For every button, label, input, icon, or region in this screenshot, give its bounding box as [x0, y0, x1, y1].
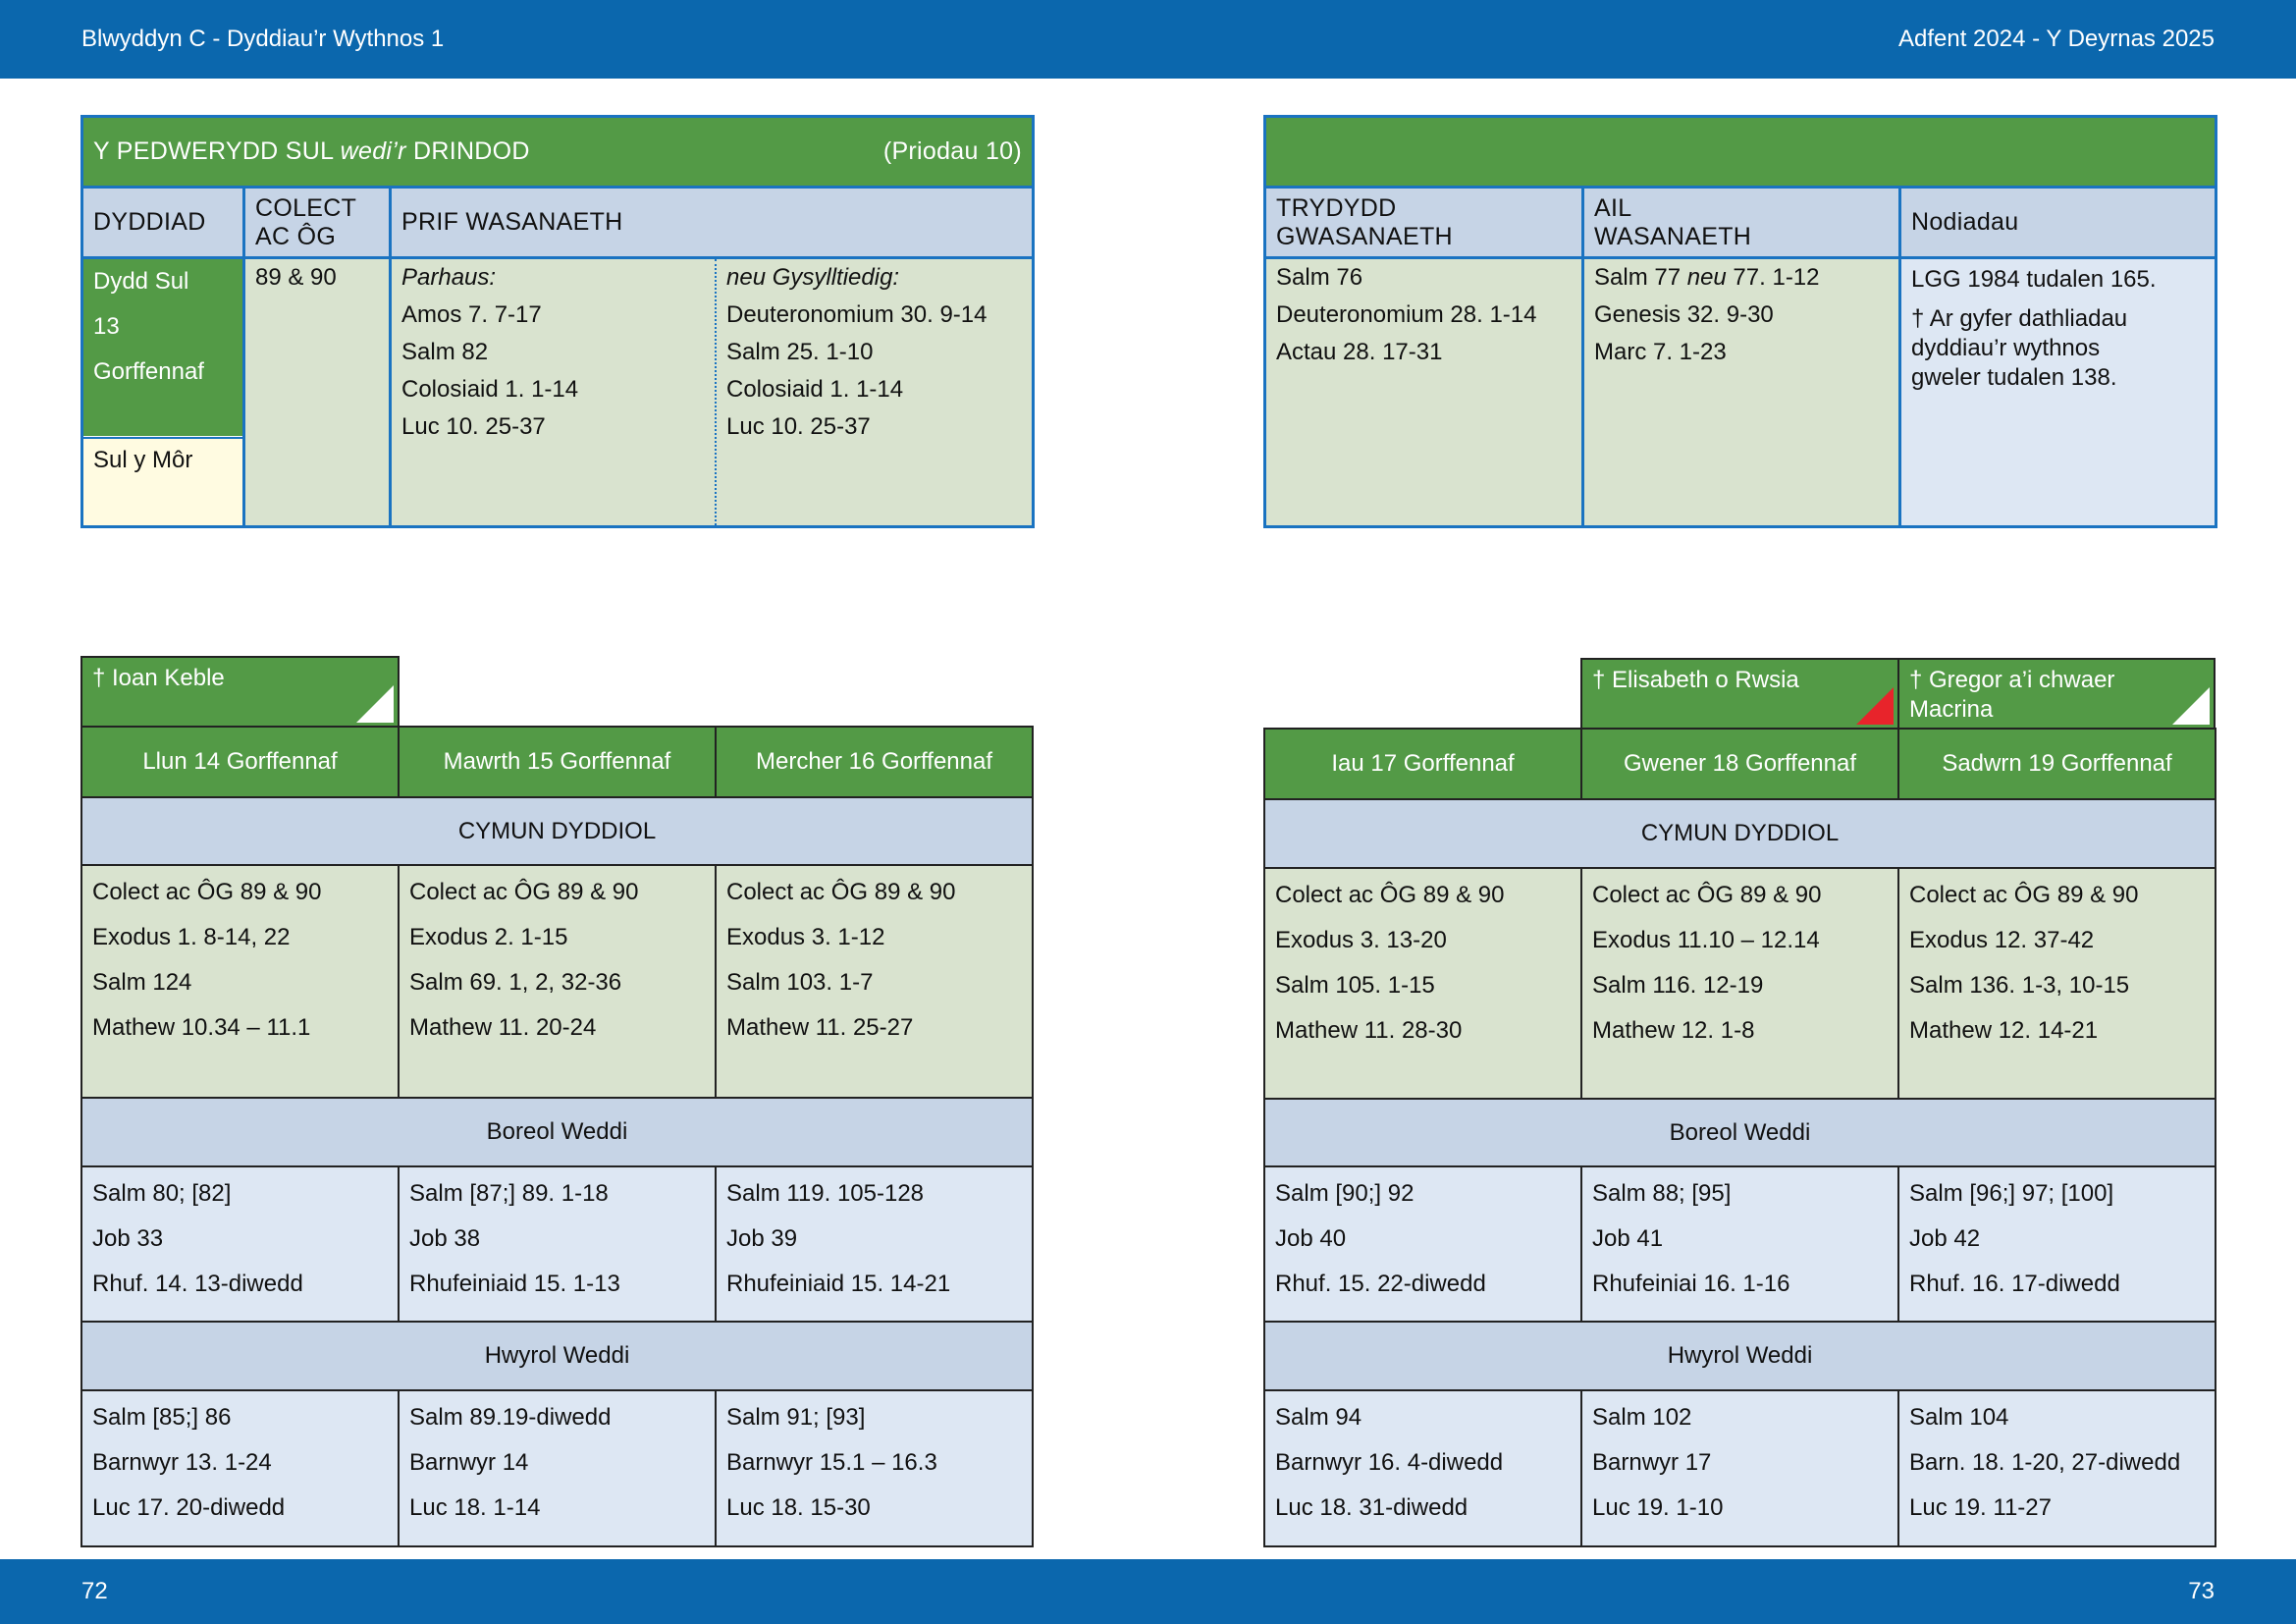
eucharist-readings-tuesday: Colect ac ÔG 89 & 90 Exodus 2. 1-15 Salm 6…	[400, 866, 717, 1099]
eucharist-readings-saturday: Colect ac ÔG 89 & 90 Exodus 12. 37-42 Salm…	[1899, 869, 2215, 1100]
eucharist-readings-monday: Colect ac ÔG 89 & 90 Exodus 1. 8-14, 22 Sa…	[82, 866, 400, 1099]
col-header-collect: COLECT AC ÔG	[245, 189, 389, 256]
section-morning-prayer: Boreol Weddi	[82, 1099, 1032, 1167]
commemoration-marker-icon	[2172, 687, 2210, 725]
page-number-right: 73	[2188, 1578, 2215, 1604]
morning-readings-thursday: Salm [90;] 92 Job 40 Rhuf. 15. 22-diwedd	[1265, 1167, 1582, 1323]
eucharist-readings-wednesday: Colect ac ÔG 89 & 90 Exodus 3. 1-12 Salm 1…	[717, 866, 1032, 1099]
col-header-second-service: AIL WASANAETH	[1584, 189, 1898, 256]
notes-cell: LGG 1984 tudalen 165. † Ar gyfer dathlia…	[1901, 259, 2215, 525]
commemoration-tab-elisabeth: † Elisabeth o Rwsia	[1580, 658, 1899, 729]
day-header-wednesday: Mercher 16 Gorffennaf	[717, 728, 1032, 798]
evening-readings-wednesday: Salm 91; [93] Barnwyr 15.1 – 16.3 Luc 18. …	[717, 1391, 1032, 1545]
section-evening-prayer: Hwyrol Weddi	[1265, 1323, 2215, 1391]
sunday-collect-cell: 89 & 90	[245, 259, 389, 525]
evening-readings-friday: Salm 102 Barnwyr 17 Luc 19. 1-10	[1582, 1391, 1899, 1545]
page-footer: 72 73	[0, 1559, 2296, 1624]
commemoration-marker-icon	[356, 685, 394, 723]
page-number-left: 72	[81, 1578, 108, 1604]
morning-readings-tuesday: Salm [87;] 89. 1-18 Job 38 Rhufeiniaid 15.…	[400, 1167, 717, 1323]
main-continuous-readings: Parhaus: Amos 7. 7-17 Salm 82 Colosiaid …	[392, 259, 715, 525]
day-header-tuesday: Mawrth 15 Gorffennaf	[400, 728, 717, 798]
second-service-readings: Salm 77 neu 77. 1-12 Genesis 32. 9-30 Ma…	[1584, 259, 1898, 525]
morning-readings-saturday: Salm [96;] 97; [100] Job 42 Rhuf. 16. 17-d…	[1899, 1167, 2215, 1323]
evening-readings-thursday: Salm 94 Barnwyr 16. 4-diwedd Luc 18. 31-di…	[1265, 1391, 1582, 1545]
commemoration-marker-icon	[1856, 687, 1894, 725]
header-left-title: Blwyddyn C - Dyddiau’r Wythnos 1	[81, 26, 445, 52]
sunday-name-cell: Sul y Môr	[83, 437, 242, 525]
evening-readings-tuesday: Salm 89.19-diwedd Barnwyr 14 Luc 18. 1-14	[400, 1391, 717, 1545]
eucharist-readings-thursday: Colect ac ÔG 89 & 90 Exodus 3. 13-20 Salm …	[1265, 869, 1582, 1100]
section-evening-prayer: Hwyrol Weddi	[82, 1323, 1032, 1391]
third-service-readings: Salm 76 Deuteronomium 28. 1-14 Actau 28.…	[1266, 259, 1581, 525]
day-header-thursday: Iau 17 Gorffennaf	[1265, 730, 1582, 800]
commemoration-tab-gregor-macrina: † Gregor a’i chwaer Macrina	[1897, 658, 2216, 729]
sunday-proper-ref: (Priodau 10)	[882, 137, 1022, 165]
sunday-date-cell: Dydd Sul 13 Gorffennaf	[83, 259, 242, 436]
weekday-table-left: Llun 14 Gorffennaf Mawrth 15 Gorffennaf …	[80, 726, 1034, 1547]
day-header-monday: Llun 14 Gorffennaf	[82, 728, 400, 798]
commemoration-tab-ioan-keble: † Ioan Keble	[80, 656, 400, 727]
col-header-notes: Nodiadau	[1901, 189, 2215, 256]
section-daily-eucharist: CYMUN DYDDIOL	[1265, 800, 2215, 869]
evening-readings-monday: Salm [85;] 86 Barnwyr 13. 1-24 Luc 17. 20-…	[82, 1391, 400, 1545]
sunday-title-bar-right	[1266, 118, 2215, 186]
day-header-friday: Gwener 18 Gorffennaf	[1582, 730, 1899, 800]
sunday-table-left: Y PEDWERYDD SUL wedi’r DRINDOD (Priodau …	[80, 115, 1035, 528]
sunday-title-bar: Y PEDWERYDD SUL wedi’r DRINDOD (Priodau …	[83, 118, 1032, 186]
eucharist-readings-friday: Colect ac ÔG 89 & 90 Exodus 11.10 – 12.14…	[1582, 869, 1899, 1100]
section-morning-prayer: Boreol Weddi	[1265, 1100, 2215, 1167]
sunday-title: Y PEDWERYDD SUL wedi’r DRINDOD	[93, 137, 530, 165]
col-header-third-service: TRYDYDD GWASANAETH	[1266, 189, 1581, 256]
weekday-table-right: Iau 17 Gorffennaf Gwener 18 Gorffennaf S…	[1263, 728, 2216, 1547]
col-header-main-service: PRIF WASANAETH	[392, 189, 1032, 256]
morning-readings-monday: Salm 80; [82] Job 33 Rhuf. 14. 13-diwedd	[82, 1167, 400, 1323]
header-right-title: Adfent 2024 - Y Deyrnas 2025	[1897, 26, 2215, 52]
morning-readings-wednesday: Salm 119. 105-128 Job 39 Rhufeiniaid 15. 1…	[717, 1167, 1032, 1323]
col-header-date: DYDDIAD	[83, 189, 242, 256]
morning-readings-friday: Salm 88; [95] Job 41 Rhufeiniai 16. 1-16	[1582, 1167, 1899, 1323]
sunday-table-right: TRYDYDD GWASANAETH AIL WASANAETH Nodiadau …	[1263, 115, 2217, 528]
day-header-saturday: Sadwrn 19 Gorffennaf	[1899, 730, 2215, 800]
evening-readings-saturday: Salm 104 Barn. 18. 1-20, 27-diwedd Luc 19.…	[1899, 1391, 2215, 1545]
main-related-readings: neu Gysylltiedig: Deuteronomium 30. 9-14…	[715, 259, 1032, 525]
section-daily-eucharist: CYMUN DYDDIOL	[82, 798, 1032, 866]
page-header: Blwyddyn C - Dyddiau’r Wythnos 1 Adfent …	[0, 0, 2296, 79]
